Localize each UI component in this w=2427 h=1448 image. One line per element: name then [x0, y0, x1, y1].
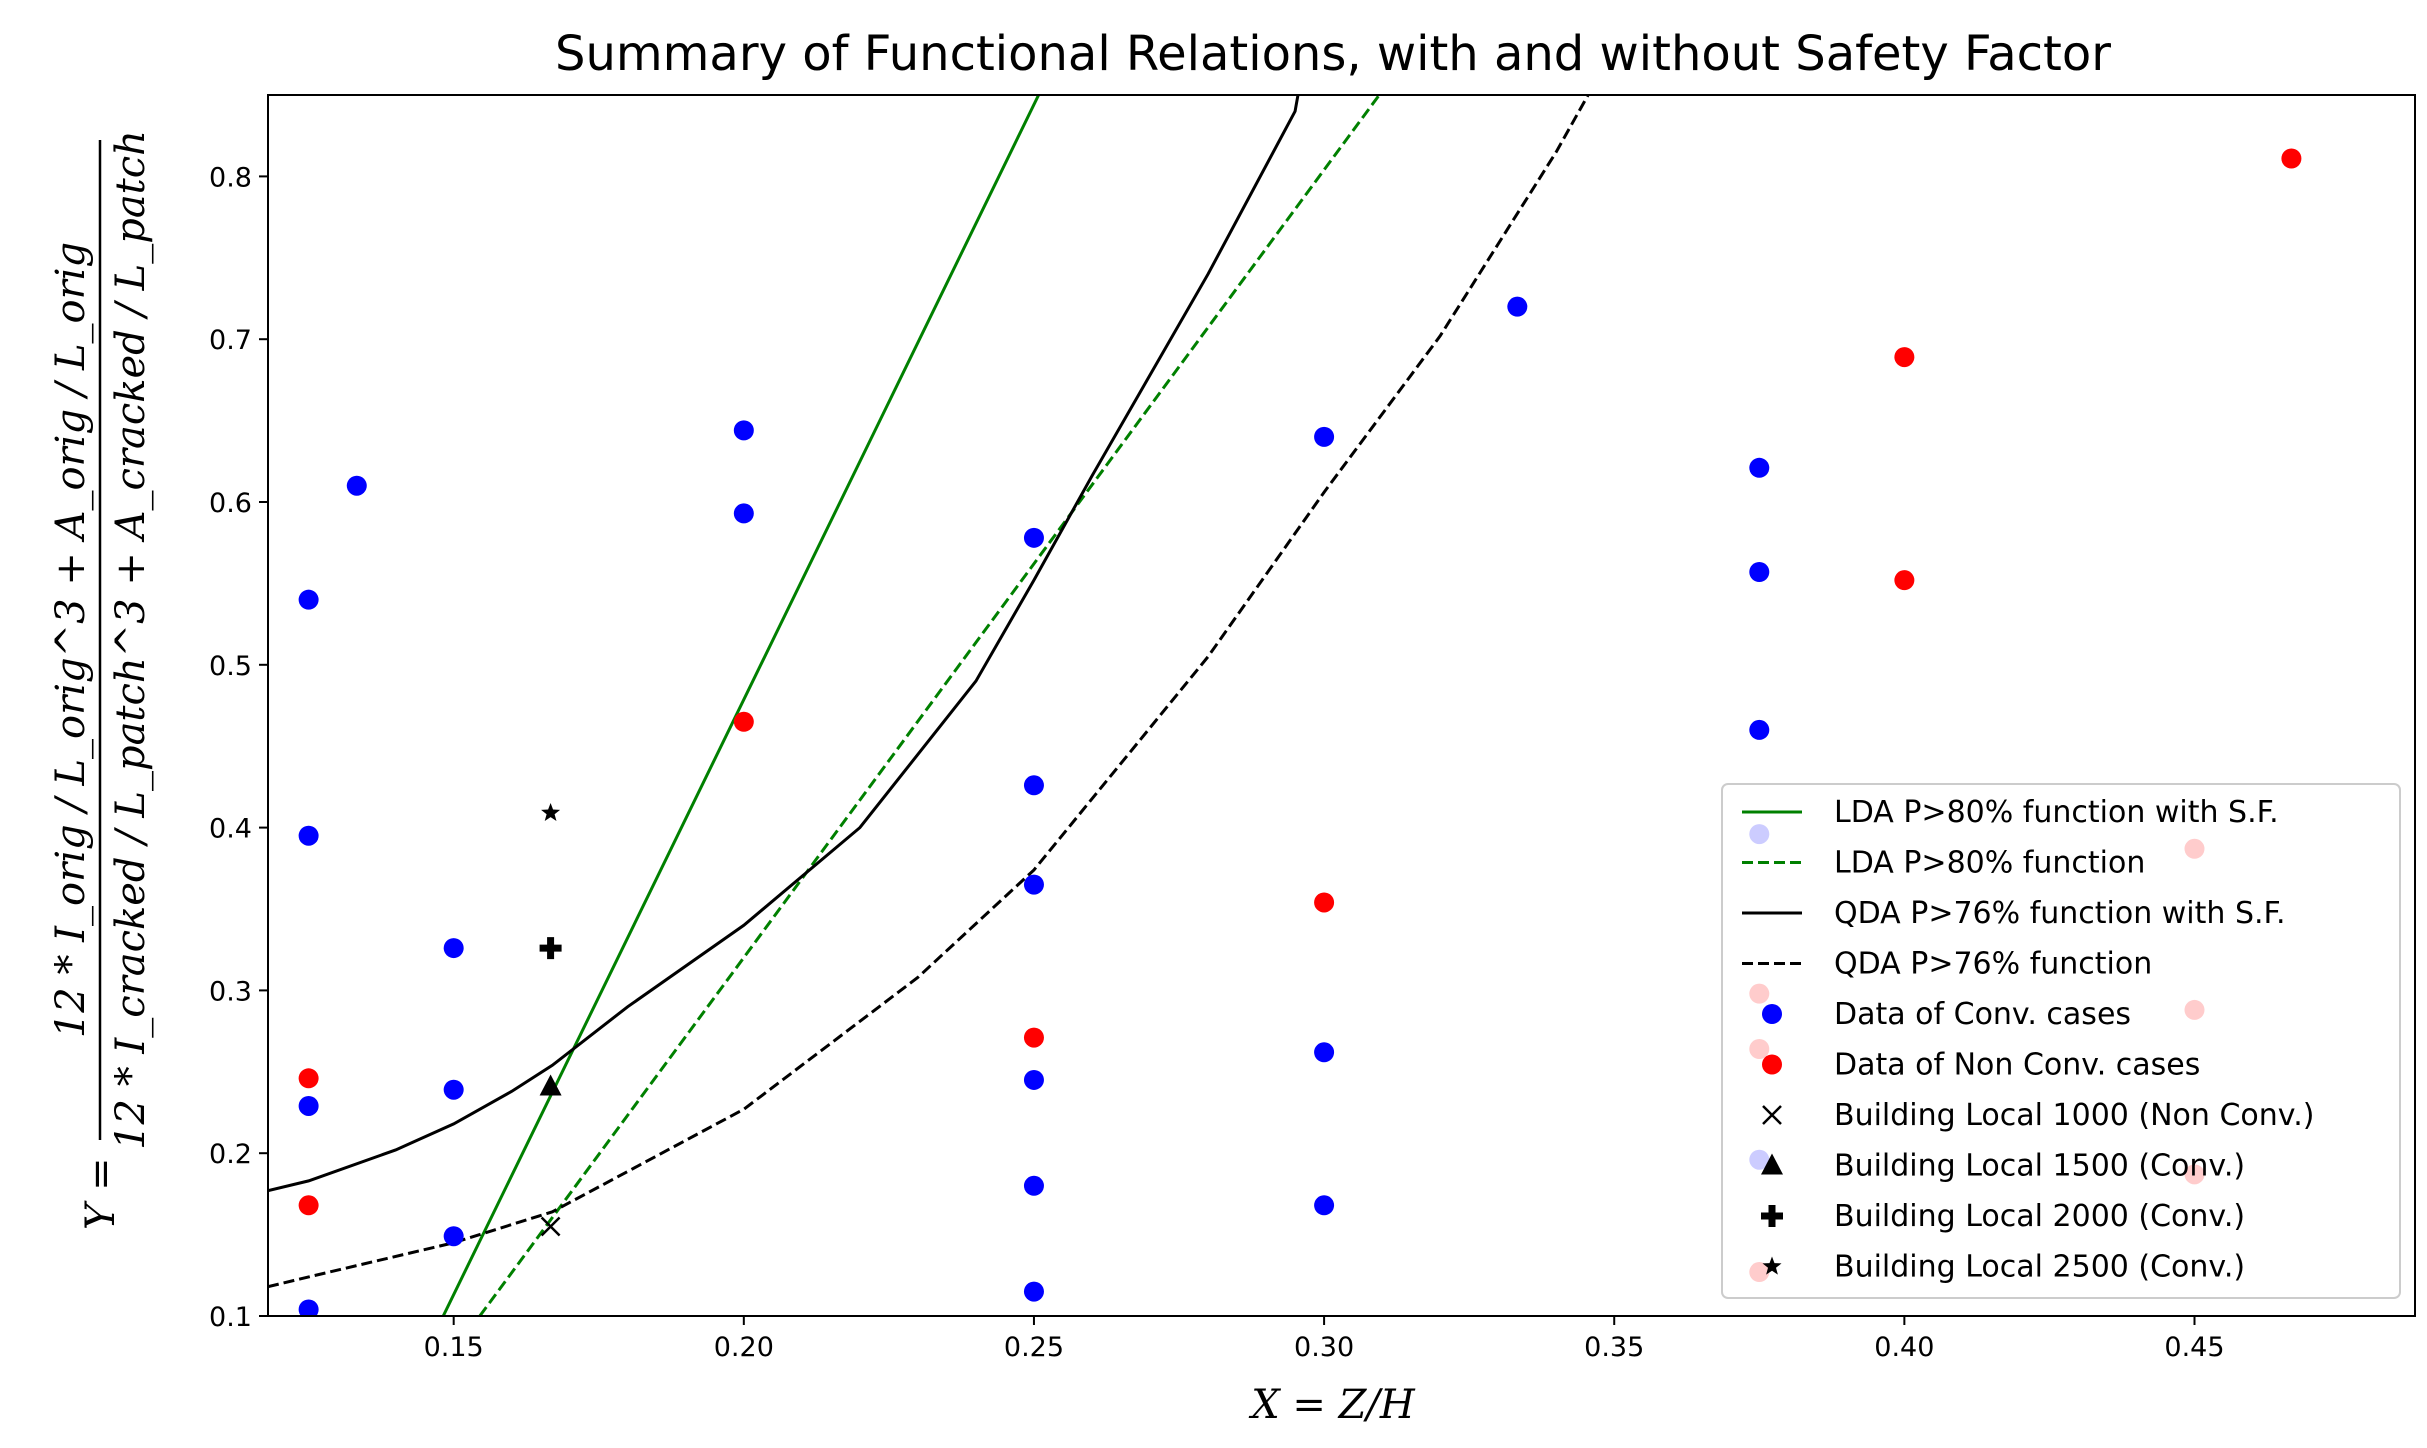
legend-label: LDA P>80% function with S.F.: [1834, 795, 2279, 830]
y-tick-label: 0.8: [209, 162, 252, 193]
legend-label: Data of Conv. cases: [1834, 997, 2131, 1032]
legend-label: QDA P>76% function with S.F.: [1834, 896, 2286, 931]
data-point-data-of-conv-cases: [733, 503, 754, 524]
legend-label: Building Local 2500 (Conv.): [1834, 1250, 2245, 1285]
data-point-building-local-1500-conv: [539, 1074, 562, 1096]
legend-entry-qda-p-76-function-with-s-f: QDA P>76% function with S.F.: [1742, 896, 2286, 931]
data-point-data-of-conv-cases: [1314, 1042, 1335, 1063]
data-point-data-of-non-conv-cases: [1314, 892, 1335, 913]
data-point-data-of-non-conv-cases: [1894, 570, 1915, 591]
legend-entry-data-of-conv-cases: Data of Conv. cases: [1762, 997, 2131, 1032]
legend: LDA P>80% function with S.F. LDA P>80% fu…: [1721, 783, 2401, 1299]
data-point-data-of-conv-cases: [1023, 1175, 1044, 1196]
legend-entry-building-local-1500-conv: Building Local 1500 (Conv.): [1761, 1149, 2245, 1184]
data-point-data-of-conv-cases: [443, 938, 464, 959]
y-label-numerator: 12 * I_orig / L_orig^3 + A_orig / L_orig: [48, 242, 94, 1038]
legend-entry-building-local-2500-conv: Building Local 2500 (Conv.): [1762, 1250, 2245, 1285]
legend-label: Data of Non Conv. cases: [1834, 1048, 2200, 1083]
legend-box: [1721, 783, 2401, 1299]
series-line-qda-p-76-function: [268, 95, 1590, 1289]
data-point-data-of-non-conv-cases: [1894, 347, 1915, 368]
data-point-data-of-conv-cases: [1507, 296, 1528, 317]
data-point-data-of-conv-cases: [298, 825, 319, 846]
y-label-prefix: Y =: [78, 1157, 124, 1230]
data-point-data-of-conv-cases: [1749, 457, 1770, 478]
data-point-data-of-non-conv-cases: [1023, 1027, 1044, 1048]
data-point-data-of-conv-cases: [346, 475, 367, 496]
y-tick-label: 0.6: [209, 488, 252, 519]
data-point-data-of-non-conv-cases: [2281, 148, 2302, 169]
series-line-lda-p-80-function-with-s-f: [441, 95, 1040, 1316]
legend-label: Building Local 1000 (Non Conv.): [1834, 1098, 2314, 1133]
data-point-building-local-1000-non-conv: [540, 1216, 561, 1237]
data-point-data-of-conv-cases: [733, 420, 754, 441]
legend-label: Building Local 2000 (Conv.): [1834, 1199, 2245, 1234]
legend-swatch: [1761, 1153, 1783, 1175]
legend-entry-lda-p-80-function-with-s-f: LDA P>80% function with S.F.: [1742, 795, 2279, 830]
data-point-data-of-conv-cases: [1749, 719, 1770, 740]
legend-entry-building-local-2000-conv: Building Local 2000 (Conv.): [1761, 1199, 2245, 1234]
legend-entry-lda-p-80-function: LDA P>80% function: [1742, 846, 2145, 881]
data-point-data-of-conv-cases: [1314, 1195, 1335, 1216]
legend-swatch: [1762, 1004, 1782, 1024]
x-tick-label: 0.30: [1294, 1332, 1354, 1363]
chart-title: Summary of Functional Relations, with an…: [555, 26, 2111, 82]
legend-entry-qda-p-76-function: QDA P>76% function: [1742, 947, 2152, 982]
axes: 0.15 0.20 0.25 0.30 0.35 0.40 0.45 0.1 0.2 0.3 0.4…: [209, 94, 2416, 1363]
data-point-data-of-conv-cases: [1023, 874, 1044, 895]
y-tick-label: 0.3: [209, 976, 252, 1007]
data-point-data-of-non-conv-cases: [298, 1195, 319, 1216]
data-point-data-of-non-conv-cases: [298, 1068, 319, 1089]
data-point-data-of-conv-cases: [443, 1079, 464, 1100]
data-point-data-of-conv-cases: [1749, 562, 1770, 583]
data-point-data-of-conv-cases: [1023, 1281, 1044, 1302]
plot-frame: [267, 94, 2416, 1317]
y-axis-label: Y = 12 * I_orig / L_orig^3 + A_orig / L_…: [48, 130, 154, 1230]
legend-swatch: [1762, 1054, 1782, 1075]
data-point-data-of-non-conv-cases: [733, 711, 754, 732]
y-tick-label: 0.4: [209, 814, 252, 845]
data-point-data-of-conv-cases: [1314, 426, 1335, 447]
y-tick-label: 0.2: [209, 1139, 252, 1170]
data-point-building-local-2000-conv: [539, 937, 562, 960]
x-tick-label: 0.40: [1874, 1332, 1934, 1363]
legend-label: LDA P>80% function: [1834, 846, 2145, 881]
series-line-qda-p-76-function-with-s-f: [268, 95, 1300, 1193]
data-point-building-local-2500-conv: [541, 802, 561, 822]
y-tick-label: 0.5: [209, 651, 252, 682]
x-tick-label: 0.15: [424, 1332, 484, 1363]
data-point-data-of-conv-cases: [1023, 775, 1044, 796]
x-tick-label: 0.45: [2164, 1332, 2224, 1363]
legend-entry-building-local-1000-non-conv: Building Local 1000 (Non Conv.): [1762, 1098, 2314, 1133]
data-point-data-of-conv-cases: [298, 1299, 319, 1316]
x-tick-label: 0.20: [714, 1332, 774, 1363]
data-point-data-of-conv-cases: [298, 1095, 319, 1116]
legend-label: QDA P>76% function: [1834, 947, 2152, 982]
x-tick-label: 0.25: [1004, 1332, 1064, 1363]
y-tick-label: 0.7: [209, 325, 252, 356]
legend-swatch: [1762, 1105, 1782, 1125]
data-point-data-of-conv-cases: [443, 1226, 464, 1247]
legend-swatch: [1762, 1256, 1782, 1275]
legend-swatch: [1761, 1205, 1783, 1227]
y-label-denominator: 12 * I_cracked / L_patch^3 + A_cracked /…: [108, 130, 154, 1150]
data-point-data-of-conv-cases: [1023, 1069, 1044, 1090]
data-point-data-of-conv-cases: [1023, 527, 1044, 548]
legend-label: Building Local 1500 (Conv.): [1834, 1149, 2245, 1184]
x-tick-label: 0.35: [1584, 1332, 1644, 1363]
data-point-data-of-conv-cases: [298, 589, 319, 610]
legend-entry-data-of-non-conv-cases: Data of Non Conv. cases: [1762, 1048, 2200, 1083]
y-tick-label: 0.1: [209, 1302, 252, 1333]
series-line-lda-p-80-function: [478, 95, 1381, 1316]
x-axis-label: X = Z/H: [1248, 1382, 1416, 1428]
